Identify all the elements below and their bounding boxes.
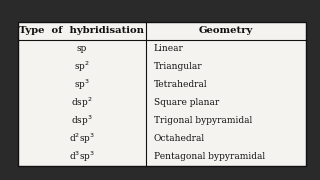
Text: dsp$^3$: dsp$^3$ xyxy=(71,113,92,128)
Text: Geometry: Geometry xyxy=(198,26,253,35)
Text: dsp$^2$: dsp$^2$ xyxy=(71,95,92,110)
Text: Pentagonal bypyramidal: Pentagonal bypyramidal xyxy=(154,152,265,161)
Text: Tetrahedral: Tetrahedral xyxy=(154,80,207,89)
Bar xyxy=(18,22,306,166)
Text: sp: sp xyxy=(76,44,87,53)
Text: d$^3$sp$^3$: d$^3$sp$^3$ xyxy=(68,149,95,164)
Text: Linear: Linear xyxy=(154,44,183,53)
Text: Square planar: Square planar xyxy=(154,98,219,107)
Text: Trigonal bypyramidal: Trigonal bypyramidal xyxy=(154,116,252,125)
Text: sp$^3$: sp$^3$ xyxy=(74,77,90,92)
Text: Triangular: Triangular xyxy=(154,62,202,71)
Text: Type  of  hybridisation: Type of hybridisation xyxy=(19,26,144,35)
Text: Octahedral: Octahedral xyxy=(154,134,205,143)
Text: sp$^2$: sp$^2$ xyxy=(74,59,90,74)
Text: d$^2$sp$^3$: d$^2$sp$^3$ xyxy=(68,131,95,146)
